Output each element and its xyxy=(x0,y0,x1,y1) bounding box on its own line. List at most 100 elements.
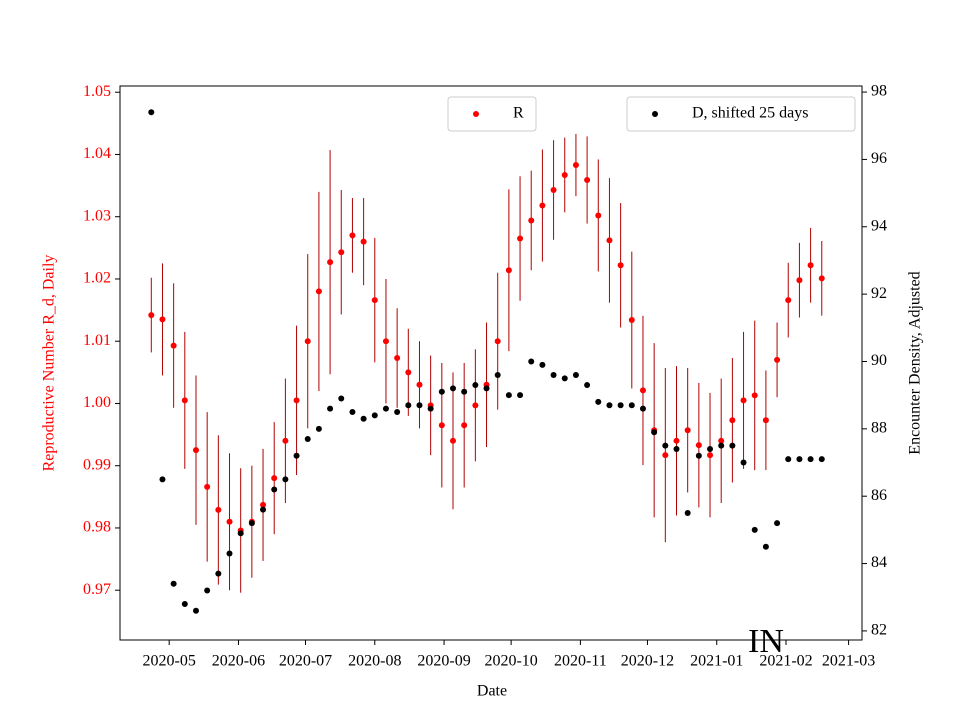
x-tick-label: 2021-02 xyxy=(759,653,812,670)
point xyxy=(584,176,591,183)
annotation: IN xyxy=(748,623,784,660)
y2-tick-label: 94 xyxy=(871,217,887,234)
x-tick-label: 2020-12 xyxy=(621,653,674,670)
x-tick-label: 2020-10 xyxy=(484,653,537,670)
point xyxy=(550,186,557,193)
point xyxy=(539,202,546,209)
y-tick-label: 1.01 xyxy=(83,332,111,349)
point xyxy=(617,262,624,269)
point xyxy=(360,238,367,245)
point xyxy=(785,456,792,463)
point xyxy=(517,392,524,399)
point xyxy=(349,409,356,416)
point xyxy=(427,405,434,412)
point xyxy=(796,456,803,463)
point xyxy=(673,446,680,453)
point xyxy=(539,361,546,368)
point xyxy=(651,429,658,436)
point xyxy=(729,442,736,449)
point xyxy=(304,338,311,345)
point xyxy=(159,316,166,323)
point xyxy=(528,358,535,365)
point xyxy=(315,425,322,432)
point xyxy=(561,375,568,382)
point xyxy=(461,422,468,429)
point xyxy=(628,317,635,324)
y-tick-label: 0.99 xyxy=(83,456,111,473)
y-tick-label: 0.98 xyxy=(83,519,111,536)
point xyxy=(215,506,222,513)
legend-box xyxy=(447,96,537,132)
y-tick-label: 1.00 xyxy=(83,394,111,411)
point xyxy=(505,267,512,274)
point xyxy=(204,587,211,594)
point xyxy=(818,275,825,282)
point xyxy=(572,371,579,378)
point xyxy=(740,397,747,404)
point xyxy=(181,600,188,607)
x-tick-label: 2021-01 xyxy=(690,653,743,670)
y-tick-label: 1.02 xyxy=(83,270,111,287)
point xyxy=(382,338,389,345)
point xyxy=(226,518,233,525)
point xyxy=(438,388,445,395)
point xyxy=(248,520,255,527)
legend-marker xyxy=(652,111,658,117)
point xyxy=(774,520,781,527)
point xyxy=(718,437,725,444)
point xyxy=(204,483,211,490)
point xyxy=(751,526,758,533)
point xyxy=(416,381,423,388)
point xyxy=(494,338,501,345)
point xyxy=(148,109,155,116)
point xyxy=(327,259,334,266)
x-tick-label: 2020-05 xyxy=(143,653,196,670)
point xyxy=(684,510,691,517)
y-tick-label: 1.03 xyxy=(83,207,111,224)
point xyxy=(740,459,747,466)
point xyxy=(729,417,736,424)
point xyxy=(349,232,356,239)
point xyxy=(606,237,613,244)
point xyxy=(338,249,345,256)
point xyxy=(260,501,267,508)
x-tick-label: 2021-03 xyxy=(822,653,875,670)
y2-tick-label: 82 xyxy=(871,622,887,639)
point xyxy=(226,550,233,557)
point xyxy=(293,397,300,404)
point xyxy=(237,530,244,537)
point xyxy=(271,486,278,493)
y2-tick-label: 90 xyxy=(871,352,887,369)
point xyxy=(450,437,457,444)
point xyxy=(639,387,646,394)
point xyxy=(192,607,199,614)
point xyxy=(617,402,624,409)
y2-tick-label: 92 xyxy=(871,285,887,302)
point xyxy=(293,452,300,459)
legend-box xyxy=(626,96,856,132)
y2-tick-label: 86 xyxy=(871,487,887,504)
point xyxy=(673,437,680,444)
point xyxy=(807,262,814,269)
point xyxy=(807,456,814,463)
point xyxy=(483,385,490,392)
point xyxy=(818,456,825,463)
point xyxy=(394,355,401,362)
point xyxy=(707,446,714,453)
point xyxy=(416,402,423,409)
point xyxy=(315,288,322,295)
point xyxy=(215,570,222,577)
x-tick-label: 2020-07 xyxy=(279,653,332,670)
point xyxy=(628,402,635,409)
point xyxy=(282,437,289,444)
point xyxy=(718,442,725,449)
point xyxy=(450,385,457,392)
point xyxy=(382,405,389,412)
legend-marker xyxy=(473,111,479,117)
point xyxy=(338,395,345,402)
point xyxy=(662,452,669,459)
point xyxy=(304,435,311,442)
point xyxy=(282,476,289,483)
point xyxy=(371,412,378,419)
y-tick-label: 1.05 xyxy=(83,83,111,100)
